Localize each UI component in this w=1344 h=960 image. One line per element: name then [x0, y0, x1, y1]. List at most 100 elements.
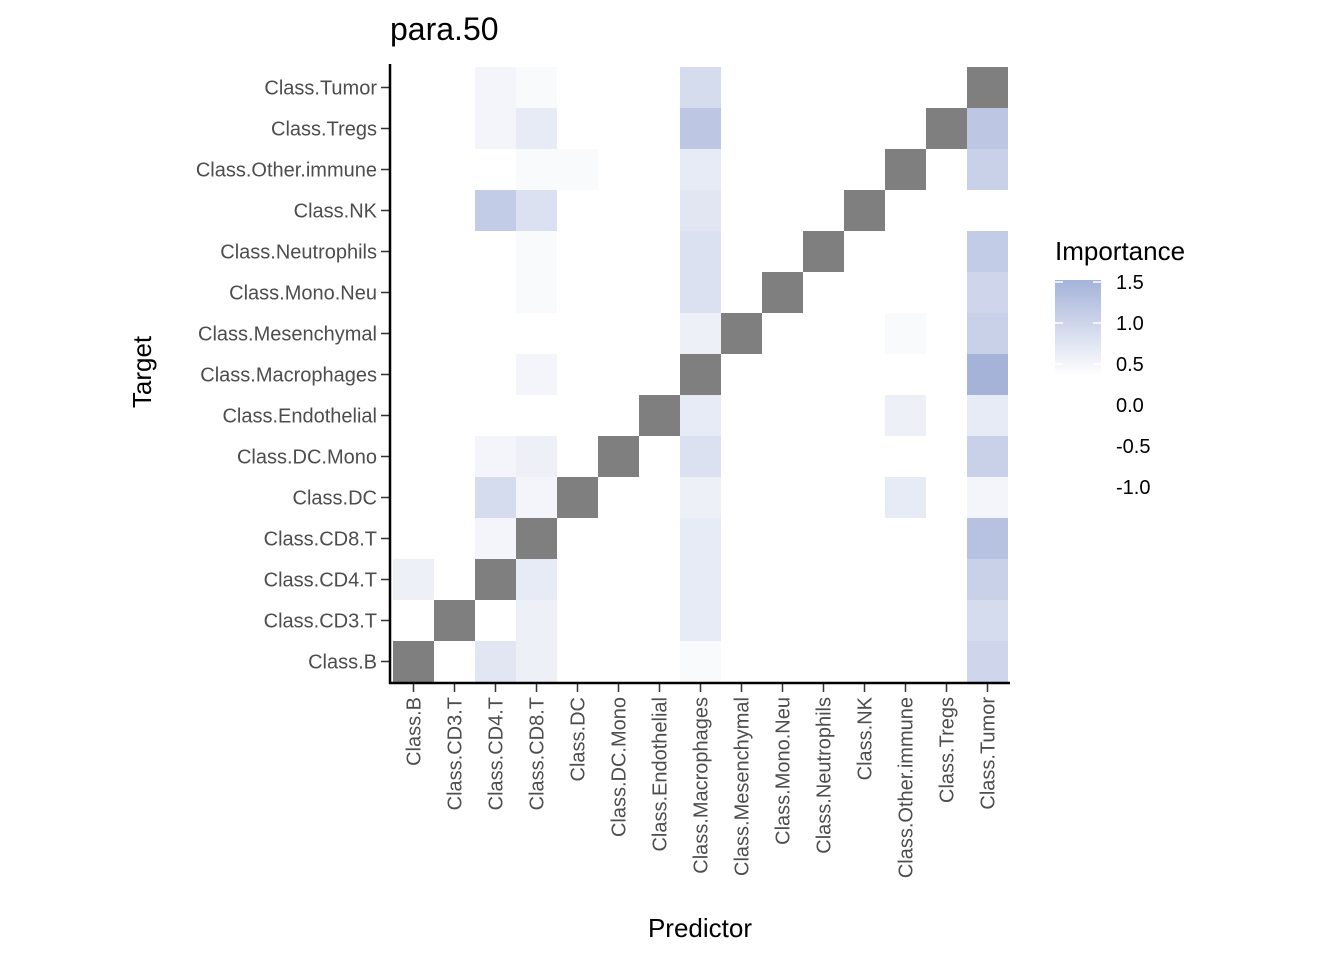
- legend-colorbar: [1055, 280, 1101, 376]
- heatmap-cell: [721, 600, 762, 641]
- x-tick-label: Class.Endothelial: [650, 697, 672, 852]
- y-tick-label: Class.Endothelial: [222, 406, 377, 428]
- heatmap-cell: [680, 272, 721, 313]
- heatmap-cell: [721, 272, 762, 313]
- heatmap-cell: [557, 559, 598, 600]
- heatmap-cell: [516, 477, 557, 518]
- heatmap-cell: [639, 313, 680, 354]
- heatmap-cell: [393, 600, 434, 641]
- heatmap-cell: [680, 149, 721, 190]
- legend-labels: 1.5 1.0 0.5 0.0 -0.5 -1.0: [1116, 272, 1150, 499]
- legend-title: Importance: [1055, 236, 1185, 266]
- heatmap-cell: [557, 354, 598, 395]
- heatmap-cell: [721, 354, 762, 395]
- heatmap-cell: [926, 436, 967, 477]
- heatmap-cell: [639, 559, 680, 600]
- heatmap-cell: [926, 518, 967, 559]
- heatmap-cell: [967, 354, 1008, 395]
- heatmap-cell: [885, 559, 926, 600]
- heatmap-cell: [475, 641, 516, 682]
- heatmap-cell: [598, 600, 639, 641]
- heatmap-cell: [680, 313, 721, 354]
- y-tick-label: Class.CD3.T: [264, 611, 377, 633]
- heatmap-cell: [516, 231, 557, 272]
- heatmap-cell: [639, 436, 680, 477]
- heatmap-cell: [516, 559, 557, 600]
- heatmap-cell: [885, 518, 926, 559]
- heatmap-cell: [885, 395, 926, 436]
- heatmap-cell: [926, 149, 967, 190]
- heatmap-cell: [557, 67, 598, 108]
- x-tick-label: Class.Mesenchymal: [732, 697, 754, 876]
- y-axis-title: Target: [127, 335, 157, 408]
- heatmap-cell: [598, 272, 639, 313]
- y-tick-label: Class.Mono.Neu: [229, 283, 377, 305]
- heatmap-cell: [762, 272, 803, 313]
- x-tick-label: Class.Tumor: [978, 697, 1000, 810]
- heatmap-cell: [598, 190, 639, 231]
- heatmap-cell: [557, 149, 598, 190]
- heatmap-cell: [885, 436, 926, 477]
- heatmap-cell: [803, 67, 844, 108]
- heatmap-cell: [516, 272, 557, 313]
- heatmap-cell: [516, 600, 557, 641]
- heatmap-cell: [393, 518, 434, 559]
- heatmap-cell: [434, 231, 475, 272]
- heatmap-cell: [475, 354, 516, 395]
- x-axis-ticks: Class.B Class.CD3.T Class.CD4.T Class.CD8.T…: [404, 684, 1000, 878]
- heatmap-cell: [844, 559, 885, 600]
- y-tick-label: Class.Tumor: [264, 78, 377, 100]
- x-tick-label: Class.B: [404, 697, 426, 766]
- x-tick-label: Class.Macrophages: [691, 697, 713, 874]
- heatmap-cell: [844, 313, 885, 354]
- heatmap-cell: [598, 149, 639, 190]
- heatmap-cell: [803, 477, 844, 518]
- x-axis-title: Predictor: [648, 913, 752, 943]
- y-tick-label: Class.Other.immune: [196, 160, 377, 182]
- y-tick-label: Class.Macrophages: [200, 365, 377, 387]
- heatmap-cell: [557, 518, 598, 559]
- heatmap-cell: [762, 600, 803, 641]
- heatmap-cell: [967, 518, 1008, 559]
- x-tick-label: Class.Neutrophils: [814, 697, 836, 854]
- heatmap-cell: [598, 395, 639, 436]
- heatmap-cell: [762, 313, 803, 354]
- heatmap-cell: [885, 231, 926, 272]
- heatmap-cell: [844, 641, 885, 682]
- heatmap-cell: [434, 149, 475, 190]
- y-tick-label: Class.Neutrophils: [220, 242, 377, 264]
- heatmap-cell: [967, 231, 1008, 272]
- x-tick-label: Class.CD8.T: [527, 697, 549, 810]
- x-tick-label: Class.CD3.T: [445, 697, 467, 810]
- heatmap-cell: [803, 231, 844, 272]
- heatmap-cell: [516, 313, 557, 354]
- legend-label: 0.5: [1116, 354, 1144, 376]
- heatmap-cell: [967, 272, 1008, 313]
- heatmap-cell: [844, 354, 885, 395]
- heatmap-cell: [598, 108, 639, 149]
- heatmap-cell: [885, 641, 926, 682]
- heatmap-cell: [803, 641, 844, 682]
- heatmap-cell: [762, 559, 803, 600]
- heatmap-cell: [598, 354, 639, 395]
- heatmap-cell: [967, 108, 1008, 149]
- heatmap-cell: [598, 559, 639, 600]
- heatmap-cell: [926, 559, 967, 600]
- heatmap-cell: [557, 190, 598, 231]
- heatmap-cell: [721, 149, 762, 190]
- heatmap-cell: [639, 67, 680, 108]
- heatmap-cell: [680, 518, 721, 559]
- legend-label: 1.5: [1116, 272, 1144, 294]
- heatmap-cell: [475, 600, 516, 641]
- y-tick-label: Class.NK: [294, 201, 378, 223]
- heatmap-cell: [885, 149, 926, 190]
- heatmap-cell: [680, 600, 721, 641]
- heatmap-cell: [885, 108, 926, 149]
- heatmap-cell: [680, 190, 721, 231]
- heatmap-cell: [516, 641, 557, 682]
- heatmap-cell: [803, 600, 844, 641]
- heatmap-cell: [393, 395, 434, 436]
- x-tick-label: Class.Other.immune: [896, 697, 918, 878]
- heatmap-cell: [393, 313, 434, 354]
- heatmap-cell: [393, 477, 434, 518]
